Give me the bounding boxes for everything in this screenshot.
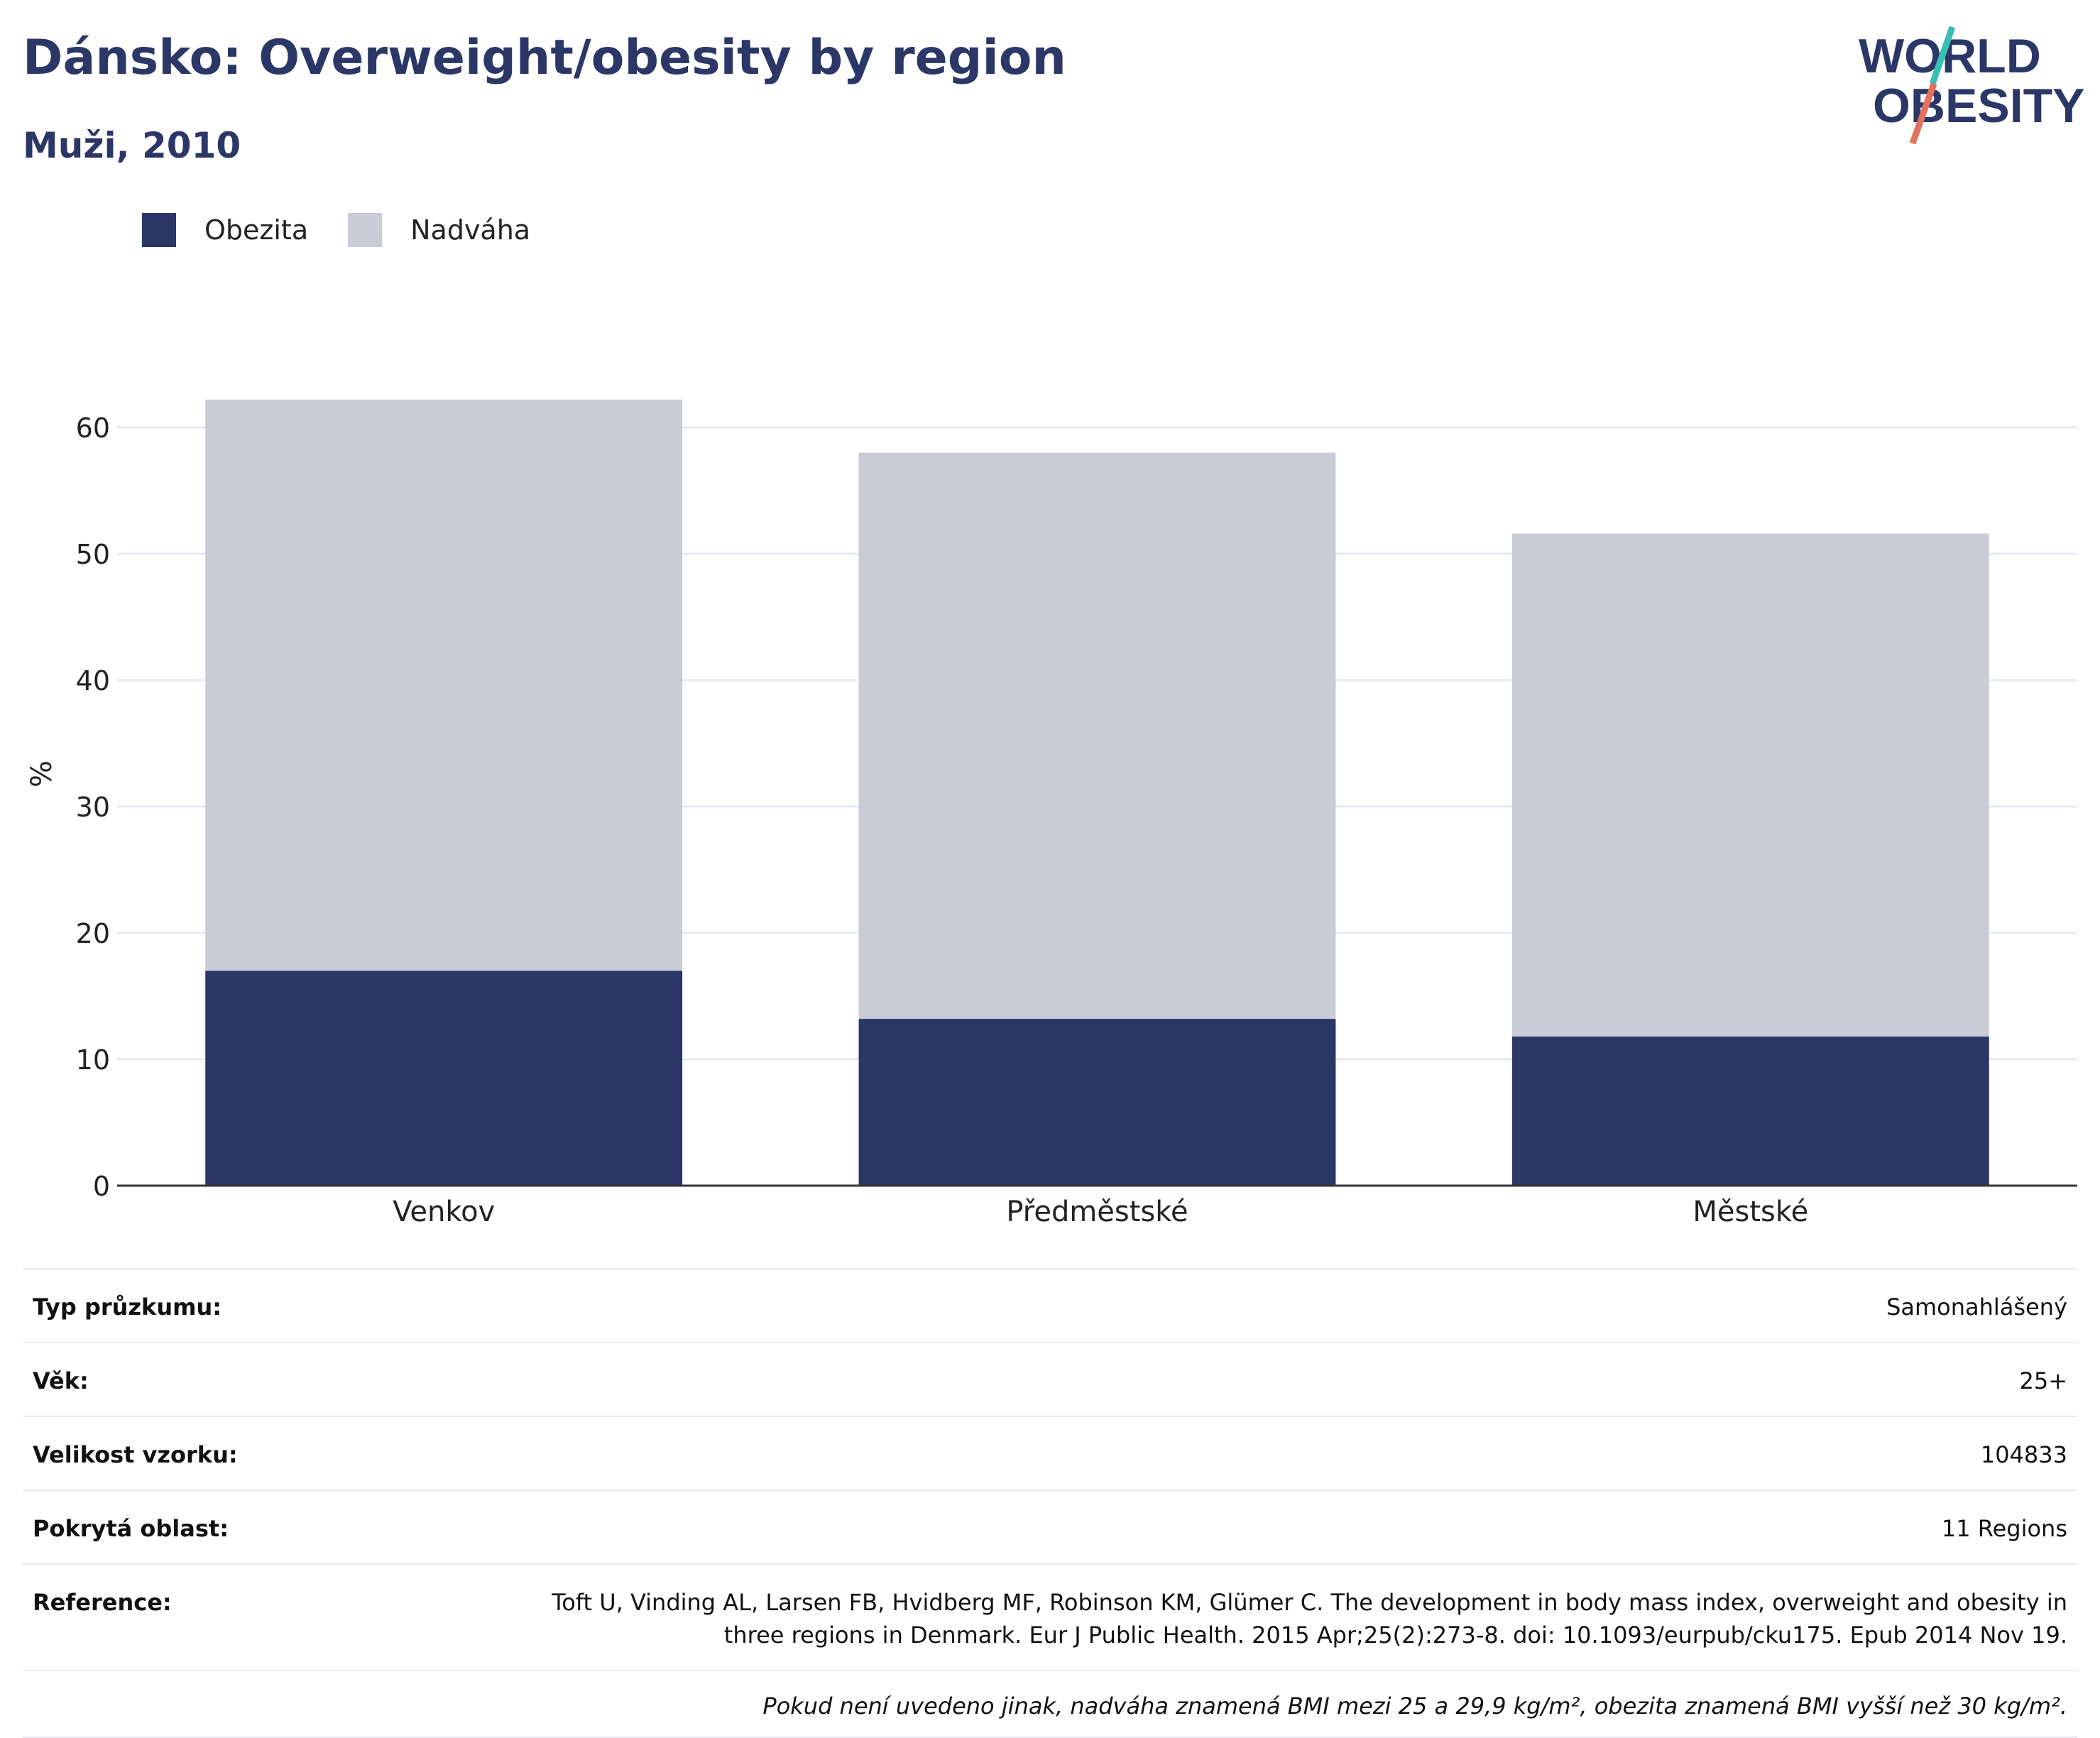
y-tick-label: 40 (76, 665, 110, 696)
y-tick-label: 0 (93, 1171, 110, 1202)
info-value: 104833 (1980, 1441, 2067, 1468)
bars-layer (205, 399, 1989, 1186)
y-tick-label: 10 (76, 1044, 110, 1076)
y-axis-label: % (26, 760, 58, 787)
world-obesity-logo: WORLD OBESITY (1859, 26, 2085, 145)
logo-slash-bottom (1909, 82, 1937, 145)
legend-label-obezita: Obezita (204, 214, 309, 246)
chart-legend: Obezita Nadváha (142, 212, 570, 248)
info-value: Samonahlášený (1886, 1294, 2067, 1321)
y-tick-label: 20 (76, 918, 110, 949)
info-label: Typ průzkumu: (33, 1294, 222, 1321)
bar-nadvaha-2 (858, 452, 1336, 1020)
x-tick-label: Venkov (393, 1196, 495, 1228)
info-label: Velikost vzorku: (33, 1441, 238, 1468)
legend-label-nadvaha: Nadváha (410, 214, 531, 246)
info-row-age: Věk: 25+ (23, 1342, 2077, 1416)
bar-nadvaha-1 (205, 399, 683, 971)
logo-text-obesity: OBESITY (1873, 79, 2085, 133)
info-row-reference: Reference: Toft U, Vinding AL, Larsen FB… (23, 1563, 2077, 1670)
bar-nadvaha-3 (1511, 533, 1989, 1037)
chart-subtitle: Muži, 2010 (23, 125, 241, 166)
legend-swatch-obezita (142, 213, 176, 247)
legend-item-nadvaha: Nadváha (348, 213, 530, 247)
y-tick-label: 60 (76, 412, 110, 444)
info-label: Reference: (33, 1589, 172, 1616)
info-row-survey-type: Typ průzkumu: Samonahlášený (23, 1268, 2077, 1342)
y-tick-label: 50 (76, 539, 110, 570)
bmi-definition-note: Pokud není uvedeno jinak, nadváha znamen… (23, 1670, 2077, 1738)
logo-slash-top (1929, 26, 1956, 85)
info-value: 11 Regions (1941, 1515, 2067, 1542)
info-row-coverage: Pokrytá oblast: 11 Regions (23, 1490, 2077, 1563)
bar-chart: 0 10 20 30 40 50 60 Venkov Předměstské Městské % (26, 399, 2077, 1228)
legend-item-obezita: Obezita (142, 213, 308, 247)
info-label: Věk: (33, 1367, 89, 1394)
bar-obezita-3 (1511, 1036, 1989, 1186)
x-tick-label: Předměstské (1006, 1196, 1188, 1228)
bar-obezita-1 (205, 971, 683, 1186)
info-label: Pokrytá oblast: (33, 1515, 229, 1542)
axis-layer: 0 10 20 30 40 50 60 Venkov Předměstské Městské (76, 412, 2077, 1228)
legend-swatch-nadvaha (348, 213, 383, 247)
chart-title: Dánsko: Overweight/obesity by region (23, 30, 1066, 86)
x-tick-label: Městské (1692, 1196, 1808, 1228)
y-tick-label: 30 (76, 792, 110, 823)
survey-info-table: Typ průzkumu: Samonahlášený Věk: 25+ Vel… (23, 1268, 2077, 1738)
info-value: 25+ (2019, 1367, 2067, 1394)
info-row-sample-size: Velikost vzorku: 104833 (23, 1416, 2077, 1490)
reference-text: Toft U, Vinding AL, Larsen FB, Hvidberg … (552, 1589, 2067, 1649)
bar-obezita-2 (858, 1019, 1336, 1186)
